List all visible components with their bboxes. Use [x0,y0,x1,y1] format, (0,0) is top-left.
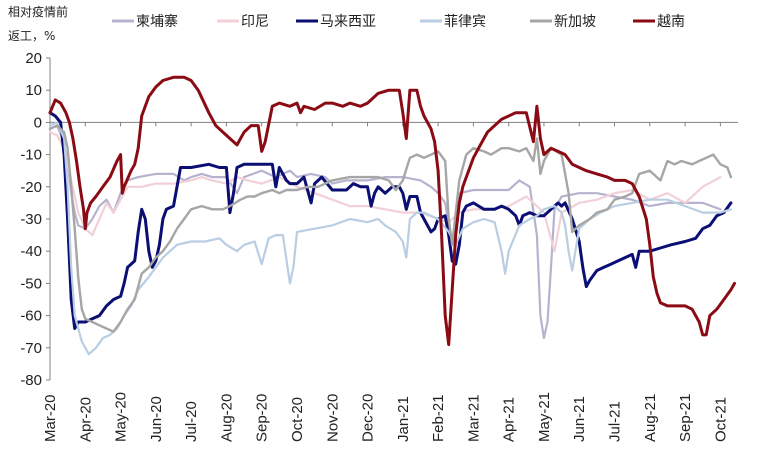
legend: 柬埔寨 印尼 马来西亚 菲律宾 新加坡 越南 [112,13,685,30]
x-tick-label: Oct-21 [712,397,729,442]
legend-item: 柬埔寨 [112,13,178,30]
legend-item: 印尼 [217,14,269,30]
legend-item: 马来西亚 [296,14,376,30]
x-tick-label: Apr-20 [77,397,94,442]
legend-item: 新加坡 [530,14,596,30]
series-line-2 [48,131,722,253]
x-tick-label: Jul-20 [183,401,200,442]
legend-item: 越南 [633,14,685,30]
y-tick-label: -70 [20,340,42,357]
series-line-4 [48,121,732,356]
series-line-5 [48,124,733,333]
x-tick-label: Aug-20 [218,394,235,442]
series-line-6 [48,75,736,347]
y-tick-label: -60 [20,308,42,325]
legend-item: 菲律宾 [420,14,486,30]
x-tick-label: Nov-20 [324,394,341,442]
y-axis-unit-line2: 返工，% [8,29,55,43]
legend-label: 菲律宾 [444,14,486,30]
x-tick-label: Mar-20 [42,394,59,442]
x-tick-label: Mar-21 [465,394,482,442]
x-tick-label: May-20 [113,392,130,442]
legend-label: 印尼 [241,14,269,30]
y-tick-label: -50 [20,275,42,292]
y-tick-label: -10 [20,147,42,164]
x-tick-label: Jul-21 [607,401,624,442]
series-line-1 [48,124,722,340]
legend-label: 马来西亚 [320,14,376,30]
y-axis-unit-line1: 相对疫情前 [8,4,68,19]
x-tick-label: Dec-20 [360,394,377,442]
legend-label: 新加坡 [554,14,596,30]
x-tick-label: Jun-20 [148,396,165,442]
plot-area [48,75,736,356]
x-tick-label: Jan-21 [395,396,412,442]
x-tick-label: May-21 [536,392,553,442]
y-tick-label: 10 [25,82,42,99]
y-tick-label: -40 [20,243,42,260]
x-tick-label: Oct-20 [289,397,306,442]
y-tick-label: 0 [34,114,42,131]
y-tick-label: 20 [25,50,42,67]
y-tick-label: -80 [20,372,42,389]
x-tick-label: Jun-21 [571,396,588,442]
x-tick-label: Aug-21 [642,394,659,442]
x-tick-label: Feb-21 [430,394,447,442]
series-line-3 [48,111,733,330]
legend-label: 柬埔寨 [136,13,178,30]
x-tick-label: Apr-21 [501,397,518,442]
legend-label: 越南 [657,14,685,30]
x-tick-label: Sep-21 [677,394,694,442]
y-tick-label: -20 [20,179,42,196]
x-tick-label: Sep-20 [254,394,271,442]
y-tick-label: -30 [20,211,42,228]
